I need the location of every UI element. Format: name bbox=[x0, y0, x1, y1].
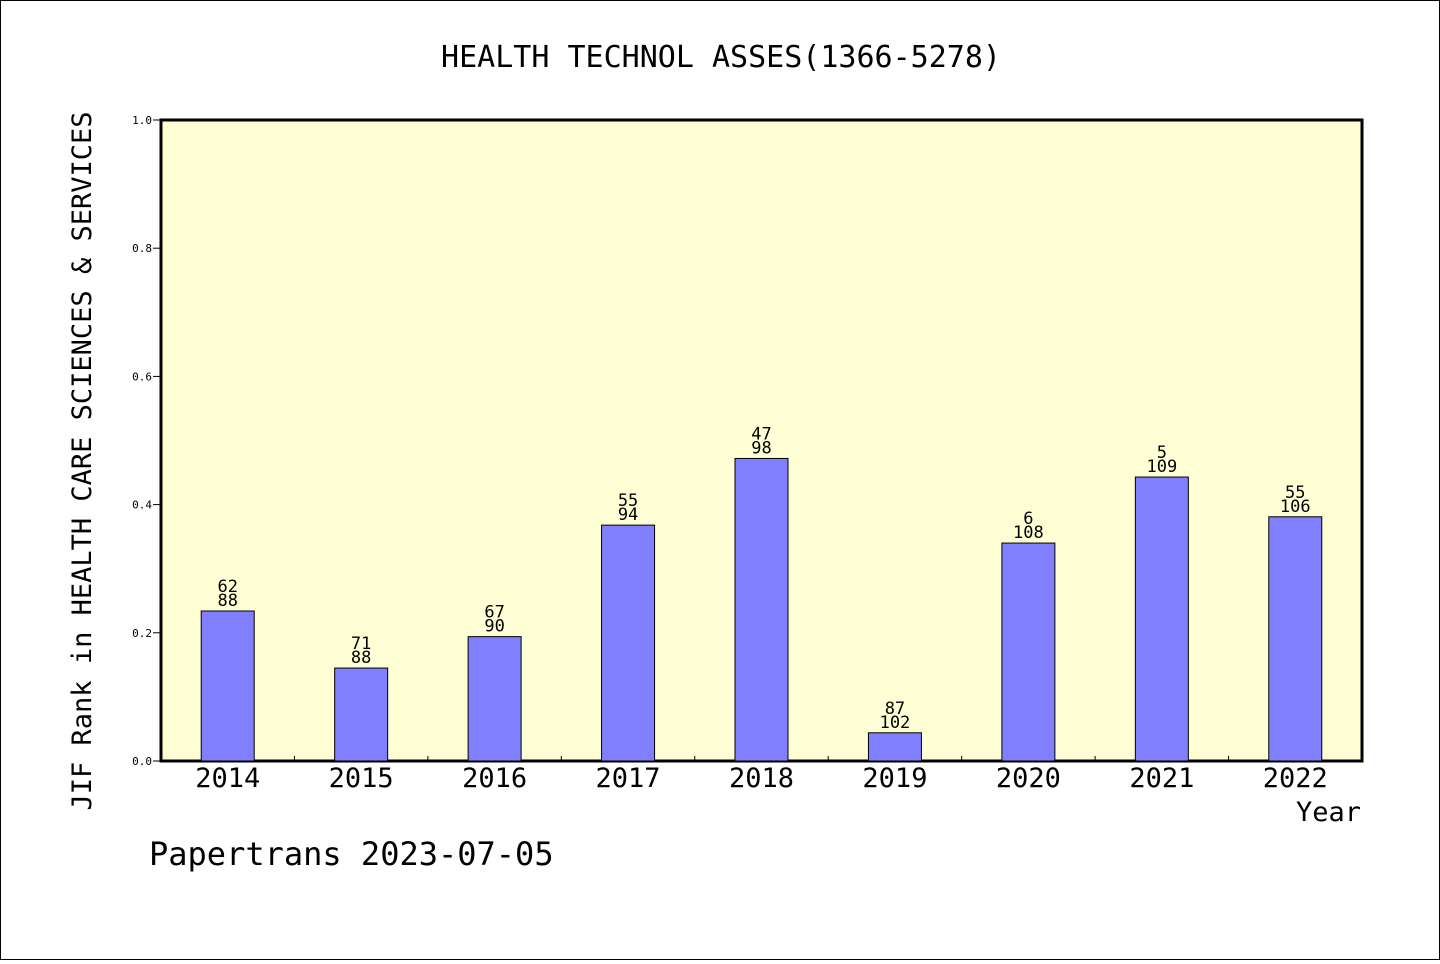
x-tick-label: 2015 bbox=[329, 763, 394, 794]
bar-label-rank: 71 bbox=[351, 634, 371, 654]
x-tick-label: 2014 bbox=[195, 763, 260, 794]
x-tick-label: 2019 bbox=[862, 763, 927, 794]
bar-label-rank: 55 bbox=[618, 491, 638, 511]
bar-label-rank: 67 bbox=[484, 603, 504, 623]
bar-label-rank: 87 bbox=[885, 699, 905, 719]
bar bbox=[200, 610, 255, 762]
bar-label-total: 109 bbox=[1146, 457, 1177, 477]
bar-label-total: 94 bbox=[618, 505, 638, 525]
y-tick-label: 0.2 bbox=[132, 627, 152, 640]
chart-title: HEALTH TECHNOL ASSES(1366-5278) bbox=[441, 40, 1001, 75]
bar-label-rank: 6 bbox=[1023, 509, 1033, 529]
bar-label-total: 108 bbox=[1013, 523, 1044, 543]
bar-label-total: 102 bbox=[880, 713, 911, 733]
bar bbox=[867, 732, 922, 762]
bar-label-total: 98 bbox=[751, 438, 771, 458]
x-axis-label: Year bbox=[1296, 797, 1361, 828]
bar bbox=[334, 667, 389, 762]
bar-label-total: 88 bbox=[351, 648, 371, 668]
y-tick-label: 0.6 bbox=[132, 370, 152, 383]
bar-label-total: 88 bbox=[217, 591, 237, 611]
x-tick-label: 2016 bbox=[462, 763, 527, 794]
bar-label-total: 90 bbox=[484, 617, 504, 637]
y-tick-label: 1.0 bbox=[132, 114, 152, 127]
x-tick-label: 2022 bbox=[1263, 763, 1328, 794]
bar bbox=[1268, 516, 1323, 762]
bar bbox=[1001, 542, 1056, 762]
bar-label-rank: 47 bbox=[751, 424, 771, 444]
x-tick-label: 2020 bbox=[996, 763, 1061, 794]
bar-label-total: 106 bbox=[1280, 497, 1311, 517]
bar-label-rank: 55 bbox=[1285, 483, 1305, 503]
x-tick-label: 2017 bbox=[596, 763, 661, 794]
bar-label-rank: 5 bbox=[1157, 443, 1167, 463]
bar bbox=[467, 636, 522, 762]
watermark: Papertrans 2023-07-05 bbox=[149, 835, 554, 873]
x-tick-label: 2021 bbox=[1129, 763, 1194, 794]
x-tick-label: 2018 bbox=[729, 763, 794, 794]
y-axis-label: JIF Rank in HEALTH CARE SCIENCES & SERVI… bbox=[67, 112, 98, 811]
y-tick-label: 0.4 bbox=[132, 499, 152, 512]
bar bbox=[734, 457, 789, 762]
bar bbox=[601, 524, 656, 762]
y-tick-label: 0.8 bbox=[132, 242, 152, 255]
bar-label-rank: 62 bbox=[217, 577, 237, 597]
y-tick-label: 0.0 bbox=[132, 755, 152, 768]
bar bbox=[1134, 476, 1189, 762]
